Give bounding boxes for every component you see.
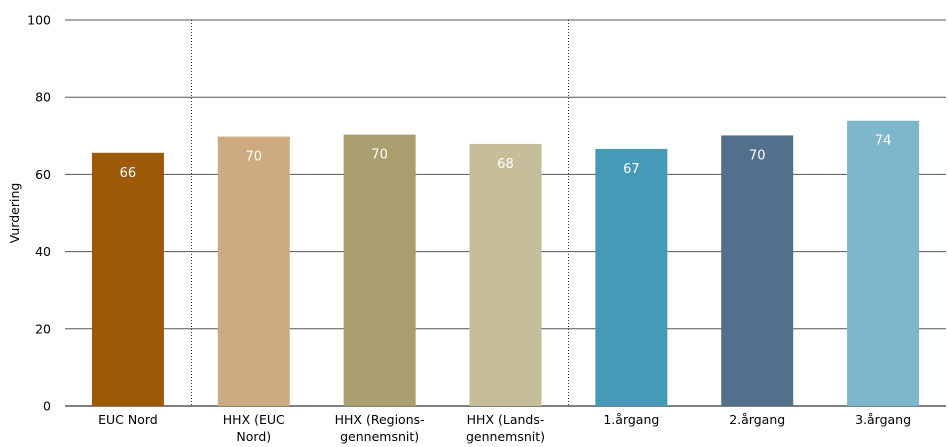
x-tick-label: HHX (Lands- <box>467 412 545 427</box>
x-tick-label: gennemsnit) <box>340 429 419 444</box>
data-label: 70 <box>246 150 263 165</box>
bar <box>595 148 668 406</box>
data-label: 70 <box>371 148 388 163</box>
x-tick-label: HHX (EUC <box>223 412 285 427</box>
data-label: 74 <box>875 134 892 149</box>
x-tick-label: gennemsnit) <box>466 429 545 444</box>
x-tick-label: Nord) <box>236 429 271 444</box>
bar <box>847 120 920 406</box>
x-tick-label: 2.årgang <box>729 412 785 427</box>
y-tick-label: 0 <box>43 399 51 414</box>
y-tick-label: 60 <box>35 167 51 182</box>
data-label: 70 <box>749 148 766 163</box>
y-tick-label: 40 <box>35 244 51 259</box>
x-tick-label: EUC Nord <box>98 412 158 427</box>
data-label: 68 <box>497 157 514 172</box>
bar <box>721 135 794 406</box>
bar <box>343 134 416 406</box>
y-axis-label: Vurdering <box>7 183 22 244</box>
bar <box>469 143 542 406</box>
data-label: 67 <box>623 162 640 177</box>
bar <box>217 136 290 406</box>
x-tick-label: 3.årgang <box>855 412 911 427</box>
x-tick-label: HHX (Regions- <box>335 412 425 427</box>
y-tick-label: 80 <box>35 90 51 105</box>
y-tick-label: 20 <box>35 321 51 336</box>
y-tick-label: 100 <box>27 13 51 28</box>
data-label: 66 <box>120 166 137 181</box>
bar <box>91 152 164 406</box>
x-tick-label: 1.årgang <box>603 412 659 427</box>
